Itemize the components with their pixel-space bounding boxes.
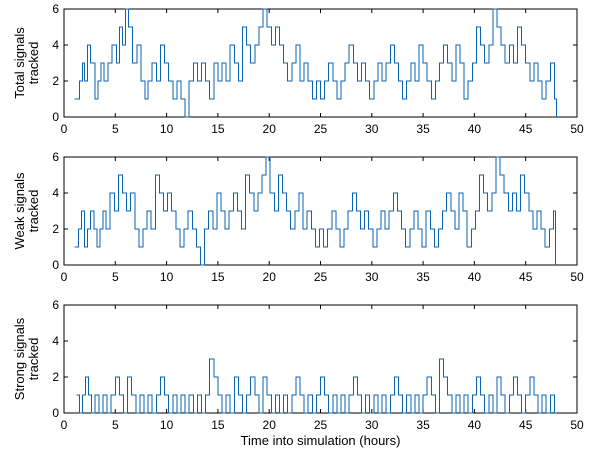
x-tick-label: 50 <box>570 418 584 432</box>
y-axis-label: Total signals <box>12 27 27 99</box>
x-tick-label: 35 <box>416 122 430 136</box>
x-tick-label: 10 <box>160 418 174 432</box>
x-tick-label: 35 <box>416 418 430 432</box>
x-tick-label: 25 <box>314 418 328 432</box>
x-tick-label: 15 <box>211 418 225 432</box>
x-tick-label: 20 <box>263 122 277 136</box>
y-tick-label: 6 <box>52 298 59 312</box>
y-tick-label: 6 <box>52 150 59 164</box>
x-tick-label: 5 <box>112 418 119 432</box>
x-tick-label: 40 <box>468 122 482 136</box>
x-tick-label: 30 <box>365 270 379 284</box>
x-tick-label: 25 <box>314 270 328 284</box>
y-tick-label: 0 <box>52 258 59 272</box>
y-axis-label: Weak signals <box>12 172 27 250</box>
y-tick-label: 0 <box>52 110 59 124</box>
y-axis-label: Strong signals <box>12 317 27 400</box>
series-line <box>74 8 557 118</box>
x-tick-label: 45 <box>519 418 533 432</box>
x-tick-label: 10 <box>160 270 174 284</box>
x-tick-label: 40 <box>468 270 482 284</box>
x-tick-label: 5 <box>112 270 119 284</box>
y-tick-label: 2 <box>52 74 59 88</box>
y-axis-label: tracked <box>26 42 41 85</box>
y-axis-label: tracked <box>26 338 41 381</box>
x-tick-label: 15 <box>211 122 225 136</box>
x-tick-label: 25 <box>314 122 328 136</box>
x-tick-label: 40 <box>468 418 482 432</box>
x-tick-label: 50 <box>570 270 584 284</box>
y-tick-label: 4 <box>52 38 59 52</box>
x-tick-label: 35 <box>416 270 430 284</box>
x-tick-label: 30 <box>365 122 379 136</box>
x-tick-label: 10 <box>160 122 174 136</box>
x-tick-label: 0 <box>61 122 68 136</box>
x-tick-label: 0 <box>61 270 68 284</box>
x-tick-label: 5 <box>112 122 119 136</box>
y-axis-label: tracked <box>26 190 41 233</box>
y-tick-label: 2 <box>52 222 59 236</box>
y-tick-label: 0 <box>52 406 59 420</box>
y-tick-label: 2 <box>52 370 59 384</box>
chart-panel-3: 0 5 10 15 20 25 30 35 40 45 50 0 2 4 6 Strong signals tr… <box>12 298 584 448</box>
x-tick-label: 15 <box>211 270 225 284</box>
x-tick-label: 20 <box>263 418 277 432</box>
axes-frame <box>63 304 578 414</box>
x-tick-label: 20 <box>263 270 277 284</box>
x-tick-label: 50 <box>570 122 584 136</box>
y-tick-label: 4 <box>52 334 59 348</box>
chart-panel-1: 0 5 10 15 20 25 30 35 40 45 50 0 2 4 6 Total signals tra… <box>12 2 584 136</box>
x-axis-label: Time into simulation (hours) <box>241 433 401 448</box>
y-tick-label: 4 <box>52 186 59 200</box>
x-tick-label: 45 <box>519 122 533 136</box>
x-tick-label: 0 <box>61 418 68 432</box>
x-tick-label: 45 <box>519 270 533 284</box>
x-tick-label: 30 <box>365 418 379 432</box>
y-tick-label: 6 <box>52 2 59 16</box>
chart-panel-2: 0 5 10 15 20 25 30 35 40 45 50 0 2 4 6 Weak signals trac… <box>12 150 584 284</box>
series-line <box>76 358 557 414</box>
